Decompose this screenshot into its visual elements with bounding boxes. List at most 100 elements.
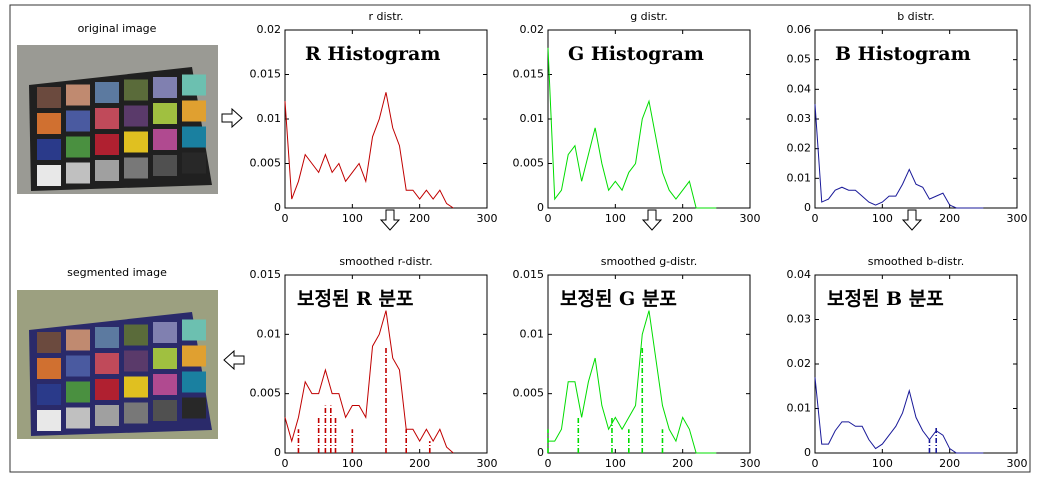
arrow <box>379 209 401 231</box>
histogram-line <box>547 47 717 209</box>
image-patch <box>153 129 177 150</box>
image-patch <box>153 77 177 98</box>
image-patch <box>153 322 177 343</box>
x-tick-label: 200 <box>939 212 960 225</box>
image-patch <box>153 374 177 395</box>
y-tick-label: 0.005 <box>250 157 282 170</box>
y-tick-label: 0.005 <box>250 387 282 400</box>
x-tick-label: 0 <box>812 212 819 225</box>
chart-title: g distr. <box>630 10 668 23</box>
chart-title: r distr. <box>368 10 403 23</box>
x-tick-label: 100 <box>605 212 626 225</box>
images <box>17 45 218 439</box>
y-tick-label: 0.01 <box>787 171 812 184</box>
image-caption: segmented image <box>67 266 167 279</box>
image-patch <box>95 405 119 426</box>
y-tick-label: 0 <box>274 446 281 459</box>
image-patch <box>153 155 177 176</box>
y-tick-label: 0 <box>804 446 811 459</box>
chart-title: smoothed r-distr. <box>339 255 432 268</box>
image-patch <box>182 371 206 393</box>
y-tick-label: 0 <box>804 201 811 214</box>
image-patch <box>153 400 177 421</box>
image-patch <box>66 84 90 106</box>
x-tick-label: 200 <box>409 457 430 470</box>
image-patch <box>95 379 119 400</box>
y-tick-label: 0.02 <box>787 357 812 370</box>
annotation: R Histogram <box>305 43 440 65</box>
y-tick-label: 0.015 <box>513 68 545 81</box>
image-patch <box>182 126 206 148</box>
y-tick-label: 0 <box>274 201 281 214</box>
image-patch <box>124 376 148 398</box>
y-tick-label: 0.05 <box>787 53 812 66</box>
x-tick-label: 100 <box>872 212 893 225</box>
y-tick-label: 0.015 <box>250 68 282 81</box>
chart-title: smoothed g-distr. <box>601 255 697 268</box>
image-patch <box>124 105 148 127</box>
chart-title: smoothed b-distr. <box>868 255 964 268</box>
image-patch <box>37 165 61 186</box>
plot-area <box>814 29 1018 209</box>
histogram-line <box>284 310 454 454</box>
chart-title: b distr. <box>897 10 935 23</box>
y-tick-label: 0 <box>537 201 544 214</box>
x-tick-label: 100 <box>605 457 626 470</box>
x-tick-label: 200 <box>409 212 430 225</box>
arrow <box>901 209 923 231</box>
y-tick-label: 0.015 <box>513 268 545 281</box>
image-patch <box>124 324 148 346</box>
image-patch <box>66 162 90 184</box>
x-tick-label: 0 <box>282 212 289 225</box>
y-tick-label: 0.01 <box>257 327 282 340</box>
y-tick-label: 0.005 <box>513 157 545 170</box>
image-caption: original image <box>78 22 157 35</box>
image-patch <box>95 82 119 103</box>
x-tick-label: 300 <box>1007 212 1028 225</box>
y-tick-label: 0.03 <box>787 112 812 125</box>
image-patch <box>124 350 148 372</box>
x-tick-label: 0 <box>812 457 819 470</box>
image-patch <box>124 157 148 179</box>
y-tick-label: 0.01 <box>787 402 812 415</box>
image-patch <box>37 332 61 353</box>
y-tick-label: 0.02 <box>520 23 545 36</box>
x-tick-label: 100 <box>342 212 363 225</box>
image-patch <box>95 134 119 155</box>
image-patch <box>95 327 119 348</box>
annotation: 보정된 B 분포 <box>827 288 944 310</box>
arrow <box>223 349 245 371</box>
y-tick-label: 0.06 <box>787 23 812 36</box>
annotation: 보정된 R 분포 <box>297 288 413 310</box>
image-patch <box>124 402 148 424</box>
image-patch <box>37 358 61 379</box>
y-tick-label: 0.02 <box>787 142 812 155</box>
plot-area <box>284 274 488 454</box>
x-tick-label: 0 <box>545 212 552 225</box>
image-patch <box>66 136 90 158</box>
image-patch <box>66 329 90 351</box>
plot-area <box>284 29 488 209</box>
x-tick-label: 200 <box>939 457 960 470</box>
image-patch <box>124 79 148 101</box>
y-tick-label: 0.03 <box>787 313 812 326</box>
x-tick-label: 300 <box>477 457 498 470</box>
image-patch <box>37 410 61 431</box>
image-patch <box>37 384 61 405</box>
y-tick-label: 0.005 <box>513 387 545 400</box>
image-patch <box>37 113 61 134</box>
arrow <box>641 209 663 231</box>
y-tick-label: 0.04 <box>787 268 812 281</box>
image-patch <box>95 108 119 129</box>
image-patch <box>66 407 90 429</box>
image-patch <box>95 353 119 374</box>
x-tick-label: 300 <box>740 212 761 225</box>
image-patch <box>182 152 206 174</box>
annotation: G Histogram <box>568 43 704 65</box>
image-patch <box>37 139 61 160</box>
plot-area <box>547 274 751 454</box>
y-tick-label: 0.04 <box>787 82 812 95</box>
y-tick-label: 0 <box>537 446 544 459</box>
image-patch <box>182 74 206 96</box>
